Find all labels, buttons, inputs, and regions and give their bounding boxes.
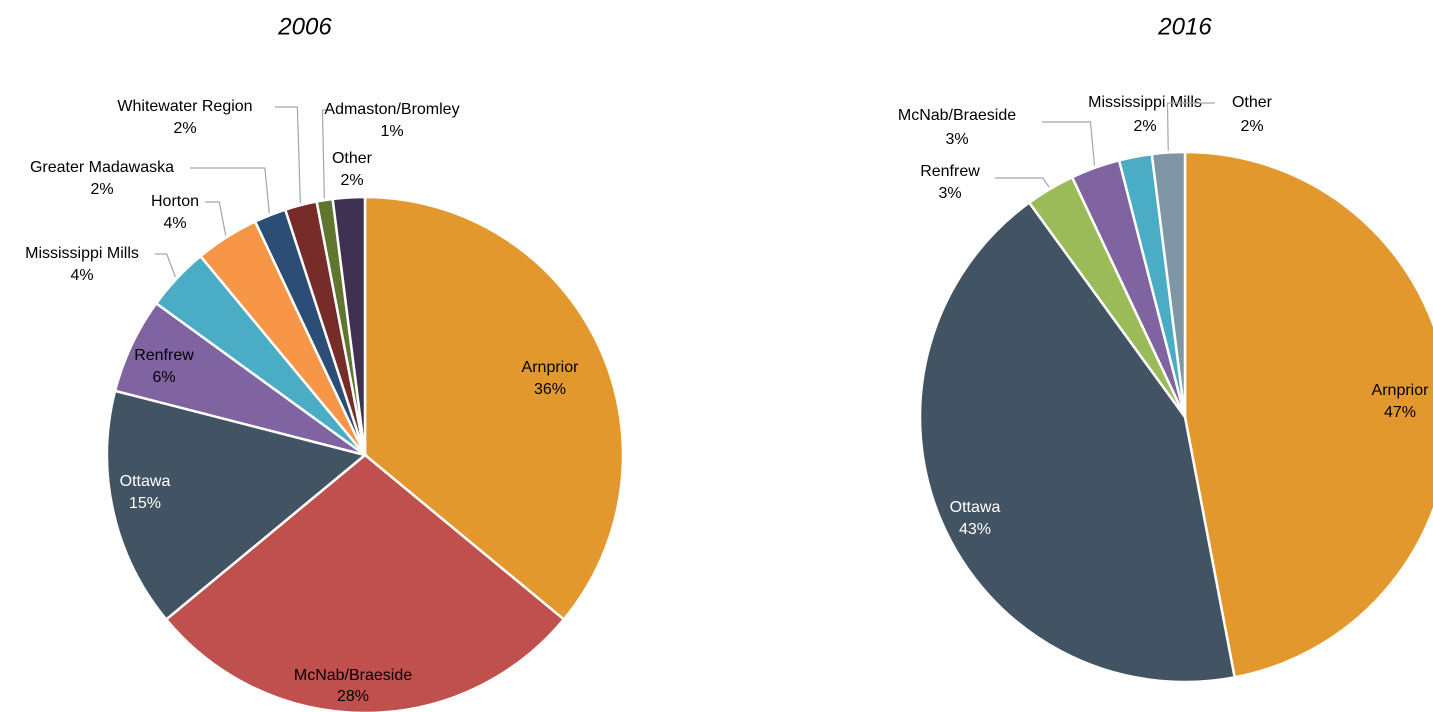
slice-value-label: 43% [959,521,991,538]
pie-slice [331,195,367,456]
chart-title: 2006 [277,13,332,40]
slice-label: Renfrew [920,163,980,180]
slice-label: McNab/Braeside [898,107,1016,124]
leader-line [190,167,270,214]
slice-value-label: 2% [173,120,196,137]
slice-label: Other [1232,94,1273,111]
pie-slice [363,195,625,622]
slice-label: Ottawa [120,473,171,490]
slice-label: Ottawa [950,499,1001,516]
slice-value-label: 2% [1240,118,1263,135]
pie-slice [164,453,566,712]
leader-line [1166,102,1215,151]
leader-line [205,201,227,236]
slice-value-label: 15% [129,495,161,512]
slice-label: Other [332,150,373,167]
slice-label: Horton [151,193,199,210]
pie-slice [1183,150,1433,679]
slice-value-label: 3% [938,185,961,202]
slice-label: Mississippi Mills [1088,94,1202,111]
leader-line [1042,121,1096,166]
slice-value-label: 2% [340,172,363,189]
slice-label: Whitewater Region [117,98,252,115]
chart-title: 2016 [1157,13,1212,40]
leader-line [995,177,1050,188]
slice-value-label: 36% [534,381,566,398]
slice-value-label: 6% [152,369,175,386]
pie-slice [918,200,1237,684]
slice-value-label: 4% [163,215,186,232]
slice-label: Arnprior [522,359,580,376]
leader-line [321,109,330,199]
slice-value-label: 3% [945,131,968,148]
slice-label: McNab/Braeside [294,667,412,684]
leader-line [155,253,177,278]
pie-slice [1150,150,1187,418]
slice-label: Arnprior [1372,382,1430,399]
slice-value-label: 4% [70,267,93,284]
slice-value-label: 47% [1384,404,1416,421]
slice-label: Mississippi Mills [25,245,139,262]
slice-value-label: 2% [1133,118,1156,135]
leader-line [275,106,301,204]
slice-value-label: 1% [380,123,403,140]
slice-value-label: 2% [90,181,113,198]
slice-value-label: 28% [337,688,369,705]
slice-label: Admaston/Bromley [324,101,459,118]
pie-slice [105,389,368,622]
slice-label: Renfrew [134,347,194,364]
slice-label: Greater Madawaska [30,159,174,176]
